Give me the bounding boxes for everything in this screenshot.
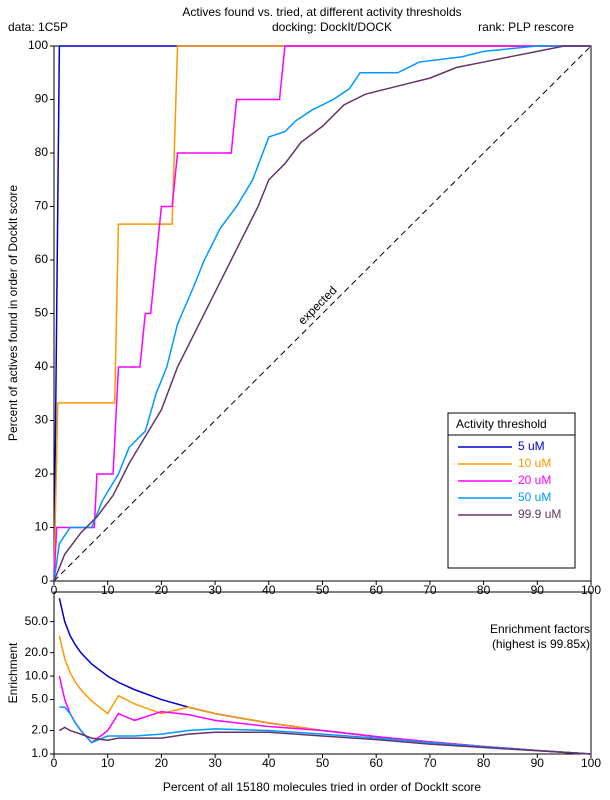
legend-box: [447, 412, 576, 569]
subtitle: data: 1C5P: [8, 20, 68, 34]
x-tick-label: 30: [208, 583, 222, 597]
x-tick-label: 10: [101, 583, 115, 597]
chart-title: Actives found vs. tried, at different ac…: [182, 5, 461, 19]
y-tick-label: 30: [35, 413, 49, 427]
series-line: [59, 706, 592, 755]
y-tick-label: 2.0: [31, 723, 48, 737]
x-tick-label: 20: [155, 756, 169, 770]
legend-label: 50 uM: [518, 490, 551, 504]
y-tick-label: 90: [35, 92, 49, 106]
y-axis-label: Enrichment: [6, 642, 20, 703]
legend-label: 99.9 uM: [518, 507, 561, 521]
y-tick-label: 20: [35, 466, 49, 480]
annotation: expected: [295, 283, 339, 327]
x-tick-label: 70: [423, 583, 437, 597]
x-tick-label: 10: [101, 756, 115, 770]
x-tick-label: 70: [423, 756, 437, 770]
x-tick-label: 90: [531, 756, 545, 770]
y-tick-label: 1.0: [31, 746, 48, 760]
x-tick-label: 90: [531, 583, 545, 597]
series-line: [53, 45, 591, 582]
legend-label: 5 uM: [518, 439, 545, 453]
y-tick-label: 60: [35, 252, 49, 266]
series-line: [53, 45, 591, 582]
x-tick-label: 50: [316, 583, 330, 597]
x-axis-label: Percent of all 15180 molecules tried in …: [163, 780, 481, 794]
x-tick-label: 60: [370, 756, 384, 770]
y-tick-label: 50: [35, 306, 49, 320]
annotation: Enrichment factors: [490, 622, 590, 636]
series-line: [58, 726, 592, 755]
x-tick-label: 20: [155, 583, 169, 597]
x-tick-label: 80: [477, 583, 491, 597]
x-tick-label: 100: [581, 756, 601, 770]
y-tick-label: 5.0: [31, 692, 48, 706]
y-tick-label: 100: [28, 38, 48, 52]
expected-line: [53, 45, 592, 582]
y-tick-label: 40: [35, 359, 49, 373]
series-line: [53, 45, 591, 582]
y-tick-label: 70: [35, 199, 49, 213]
subtitle: rank: PLP rescore: [478, 20, 574, 34]
y-tick-label: 10: [35, 520, 49, 534]
legend-label: 10 uM: [518, 456, 551, 470]
y-tick-label: 50.0: [25, 614, 49, 628]
legend-title: Activity threshold: [456, 417, 547, 431]
x-tick-label: 0: [51, 756, 58, 770]
x-tick-label: 0: [51, 583, 58, 597]
x-tick-label: 80: [477, 756, 491, 770]
x-tick-label: 100: [581, 583, 601, 597]
y-tick-label: 80: [35, 145, 49, 159]
x-tick-label: 60: [370, 583, 384, 597]
annotation: (highest is 99.85x): [492, 637, 590, 651]
plot-frame: [53, 591, 592, 755]
y-tick-label: 20.0: [25, 645, 49, 659]
y-tick-label: 10.0: [25, 668, 49, 682]
y-axis-label: Percent of actives found in order of Doc…: [6, 185, 20, 441]
x-tick-label: 30: [208, 756, 222, 770]
series-line: [58, 675, 592, 755]
y-tick-label: 0: [41, 573, 48, 587]
x-tick-label: 40: [262, 756, 276, 770]
x-tick-label: 50: [316, 756, 330, 770]
series-line: [53, 45, 591, 582]
series-line: [53, 45, 591, 582]
subtitle: docking: DockIt/DOCK: [272, 20, 392, 34]
legend-label: 20 uM: [518, 473, 551, 487]
x-tick-label: 40: [262, 583, 276, 597]
